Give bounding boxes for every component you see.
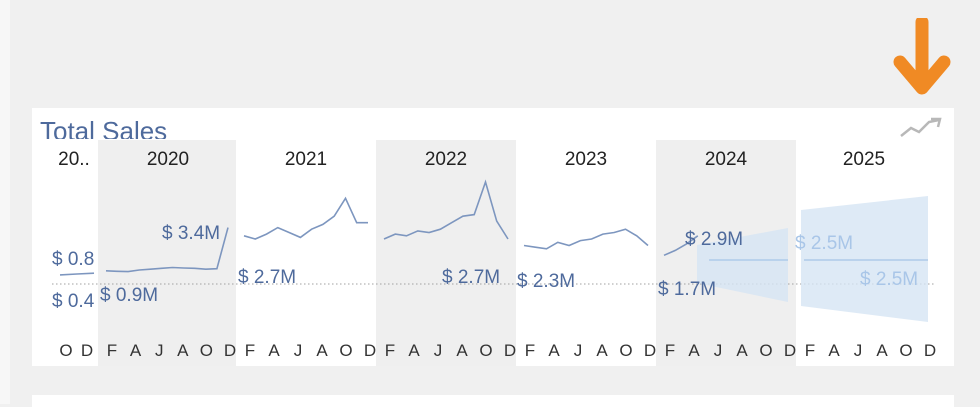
trend-line-icon[interactable] <box>899 116 943 145</box>
forecast-band <box>801 196 928 322</box>
month-tick-label: F <box>665 341 675 360</box>
month-tick-label: F <box>385 341 395 360</box>
year-header: 20.. <box>58 149 90 170</box>
series-line-actual <box>59 272 95 276</box>
month-tick-label: D <box>644 341 656 360</box>
series-line-actual <box>105 227 229 273</box>
month-tick-label: O <box>200 341 213 360</box>
month-tick-label: J <box>155 341 164 360</box>
month-tick-label: A <box>596 341 608 360</box>
data-label: $ 2.7M <box>442 267 500 288</box>
data-label: $ 2.9M <box>685 229 743 250</box>
month-tick-label: A <box>130 341 142 360</box>
data-label: $ 2.3M <box>517 271 575 292</box>
month-tick-label: F <box>805 341 815 360</box>
series-line-actual <box>663 235 699 257</box>
month-tick-label: D <box>924 341 936 360</box>
month-tick-label: J <box>854 341 863 360</box>
data-label: $ 0.8 <box>52 249 94 270</box>
year-band-shade <box>98 140 236 366</box>
year-header: 2021 <box>285 149 327 170</box>
data-label: $ 2.5M <box>795 233 853 254</box>
data-label: $ 2.5M <box>860 269 918 290</box>
series-line-actual <box>383 179 509 240</box>
down-arrow-icon <box>890 15 954 109</box>
month-tick-label: O <box>59 341 72 360</box>
month-tick-label: J <box>714 341 723 360</box>
month-tick-label: A <box>268 341 280 360</box>
year-header: 2022 <box>425 149 467 170</box>
month-tick-label: O <box>479 341 492 360</box>
month-tick-label: A <box>828 341 840 360</box>
month-tick-label: O <box>619 341 632 360</box>
left-panel <box>0 0 10 404</box>
month-tick-label: O <box>759 341 772 360</box>
data-label: $ 2.7M <box>238 267 296 288</box>
month-tick-label: A <box>177 341 189 360</box>
month-tick-label: A <box>876 341 888 360</box>
series-line-actual <box>243 196 368 240</box>
month-tick-label: F <box>107 341 117 360</box>
data-label: $ 1.7M <box>658 279 716 300</box>
year-header: 2025 <box>843 149 885 170</box>
month-tick-label: O <box>339 341 352 360</box>
month-tick-label: O <box>899 341 912 360</box>
month-tick-label: A <box>688 341 700 360</box>
month-tick-label: D <box>504 341 516 360</box>
month-tick-label: F <box>245 341 255 360</box>
month-tick-label: J <box>574 341 583 360</box>
year-header: 2024 <box>705 149 748 170</box>
data-label: $ 0.4 <box>52 291 95 312</box>
month-tick-label: D <box>81 341 93 360</box>
month-tick-label: A <box>408 341 420 360</box>
month-tick-label: A <box>456 341 468 360</box>
month-tick-label: J <box>294 341 303 360</box>
series-line-actual <box>523 228 649 250</box>
year-band-shade <box>376 140 516 366</box>
month-tick-label: A <box>316 341 328 360</box>
year-header: 2020 <box>147 149 189 170</box>
top-band <box>10 0 980 108</box>
data-label: $ 0.9M <box>100 285 158 306</box>
chart-title: Total Sales <box>40 116 168 146</box>
data-label: $ 3.4M <box>162 223 220 244</box>
month-tick-label: A <box>548 341 560 360</box>
month-tick-label: J <box>434 341 443 360</box>
month-tick-label: D <box>784 341 796 360</box>
month-tick-label: A <box>736 341 748 360</box>
forecast-band <box>697 228 788 302</box>
month-tick-label: D <box>364 341 376 360</box>
month-tick-label: F <box>525 341 535 360</box>
month-tick-label: D <box>224 341 236 360</box>
year-header: 2023 <box>565 149 607 170</box>
